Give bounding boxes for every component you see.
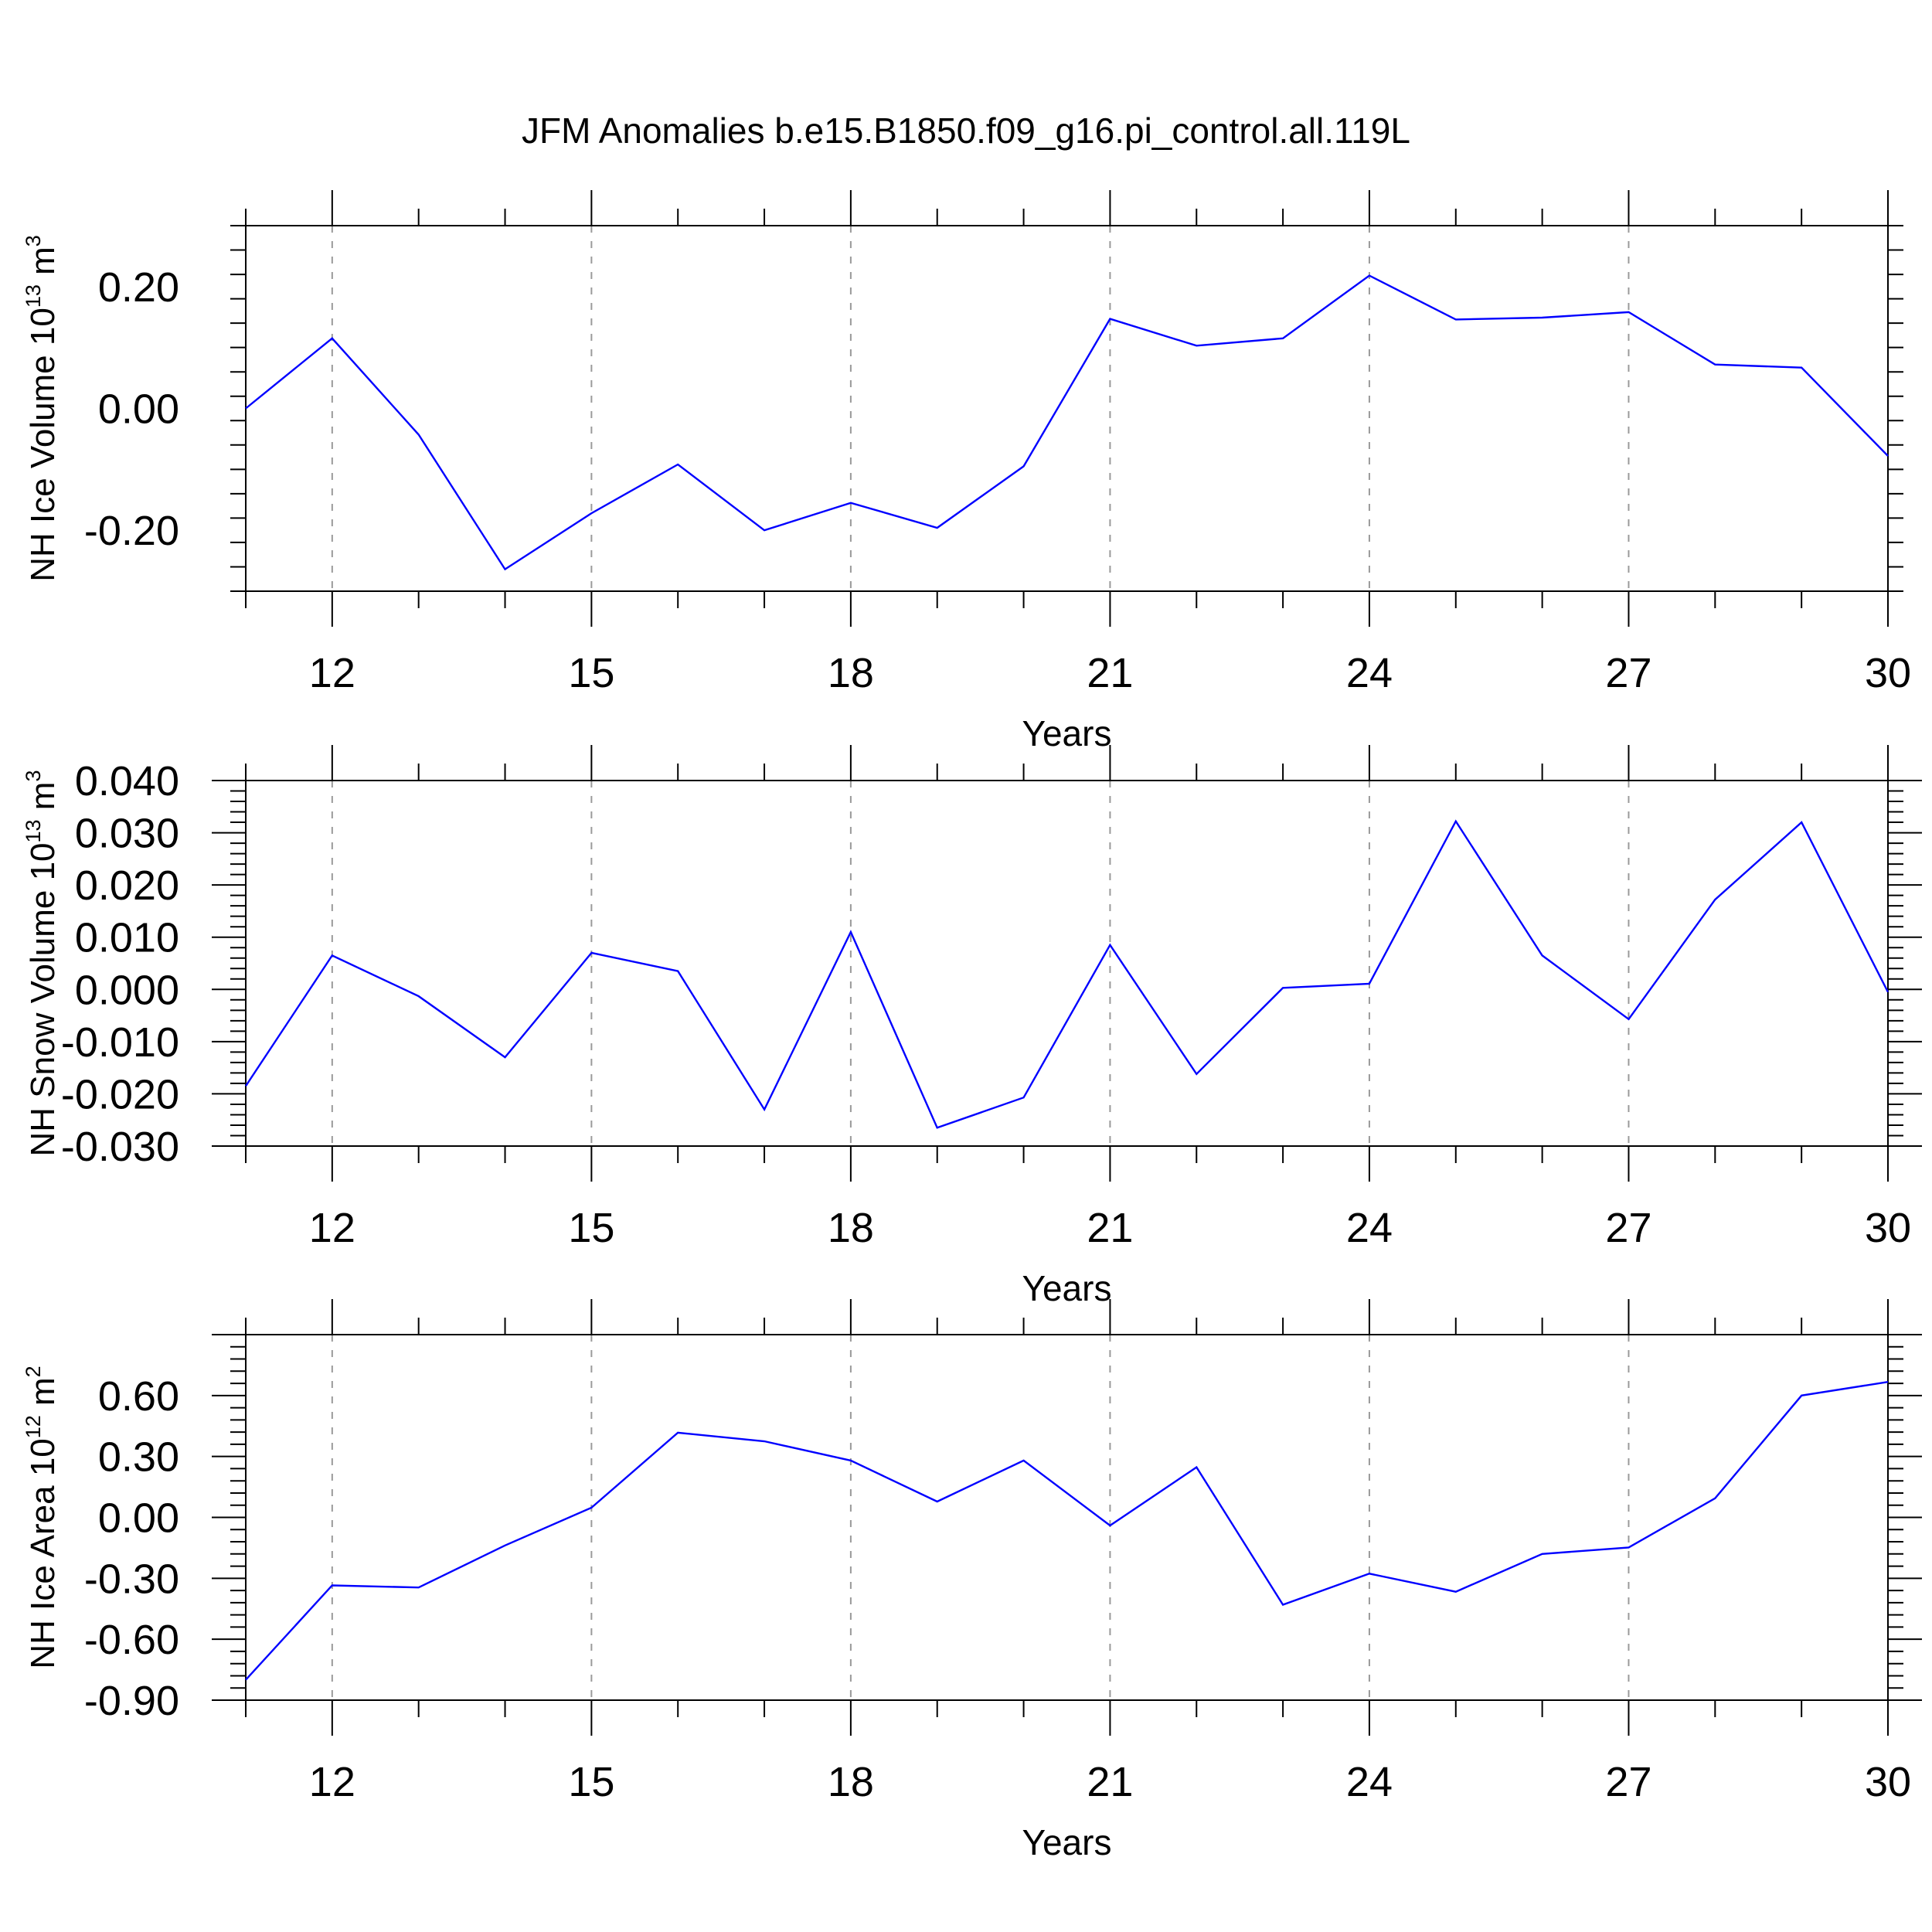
plot-frame — [245, 225, 1889, 592]
panel-1: 12 15 18 21 24 27 30 -0.20 0.00 0.20 Years NH Ice V… — [22, 190, 1911, 753]
series-line — [245, 1381, 1889, 1681]
x-tick-label: 18 — [828, 1759, 874, 1805]
x-tick-label: 12 — [309, 650, 355, 696]
x-tick-label: 21 — [1087, 650, 1133, 696]
x-tick-label: 15 — [568, 650, 614, 696]
x-tick-label: 12 — [309, 1205, 355, 1251]
y-tick-label: -0.30 — [84, 1556, 179, 1602]
x-axis-label: Years — [1022, 1268, 1112, 1308]
x-tick-label: 18 — [828, 1205, 874, 1251]
series-line — [244, 819, 1889, 1129]
x-tick-label: 27 — [1605, 650, 1651, 696]
y-tick-label: 0.000 — [75, 967, 179, 1013]
x-tick-label: 27 — [1605, 1759, 1651, 1805]
panels: 12 15 18 21 24 27 30 -0.20 0.00 0.20 Years NH Ice V… — [22, 190, 1922, 1862]
y-tick-label: 0.00 — [98, 1495, 179, 1542]
x-tick-label: 15 — [568, 1205, 614, 1251]
x-tick-label: 30 — [1865, 1205, 1911, 1251]
y-tick-label: -0.90 — [84, 1678, 179, 1724]
y-tick-label: 0.020 — [75, 862, 179, 909]
x-tick-label: 27 — [1605, 1205, 1651, 1251]
y-tick-label: 0.00 — [98, 386, 179, 433]
plot-frame — [245, 1334, 1889, 1701]
x-axis-label: Years — [1022, 713, 1112, 753]
y-tick-label: 0.30 — [98, 1434, 179, 1481]
y-tick-label: -0.20 — [84, 508, 179, 554]
y-tick-label: -0.60 — [84, 1617, 179, 1663]
x-tick-label: 12 — [309, 1759, 355, 1805]
y-tick-label: -0.020 — [61, 1071, 179, 1117]
y-axis-label: NH Ice Area 1012 m2 — [22, 1366, 62, 1668]
x-tick-label: 24 — [1346, 1205, 1393, 1251]
y-axis-label: NH Ice Volume 1013 m3 — [22, 235, 62, 582]
x-axis-label: Years — [1022, 1822, 1112, 1862]
y-tick-label: 0.20 — [98, 264, 179, 311]
x-tick-label: 30 — [1865, 650, 1911, 696]
y-tick-label: 0.010 — [75, 915, 179, 961]
x-tick-label: 24 — [1346, 1759, 1393, 1805]
panel-2: 12 15 18 21 24 27 30 -0.030 -0.020 -0.010 0.000 0.0… — [22, 745, 1922, 1308]
y-tick-label: 0.60 — [98, 1373, 179, 1420]
x-tick-label: 30 — [1865, 1759, 1911, 1805]
y-axis-label: NH Snow Volume 1013 m3 — [22, 770, 62, 1157]
chart-title: JFM Anomalies b.e15.B1850.f09_g16.pi_con… — [522, 111, 1410, 151]
x-tick-label: 24 — [1346, 650, 1393, 696]
y-tick-label: -0.010 — [61, 1019, 179, 1066]
plot-frame — [245, 780, 1889, 1147]
series-line — [245, 274, 1889, 571]
y-tick-label: -0.030 — [61, 1124, 179, 1170]
x-tick-label: 18 — [828, 650, 874, 696]
x-tick-label: 21 — [1087, 1205, 1133, 1251]
y-tick-label: 0.040 — [75, 758, 179, 804]
panel-3: 12 15 18 21 24 27 30 -0.90 -0.60 -0.30 0.00 0.30 0.6… — [22, 1299, 1922, 1862]
x-tick-label: 15 — [568, 1759, 614, 1805]
x-tick-label: 21 — [1087, 1759, 1133, 1805]
y-tick-label: 0.030 — [75, 811, 179, 857]
